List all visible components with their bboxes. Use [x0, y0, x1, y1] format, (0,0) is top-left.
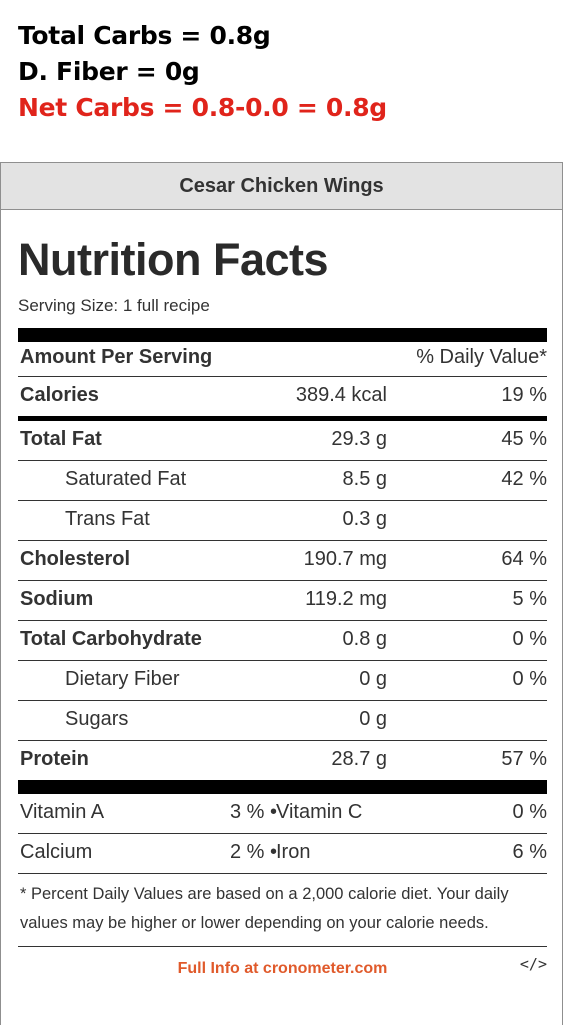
- nutrient-amount: 0 g: [359, 708, 387, 730]
- nutrient-row-cholesterol: Cholesterol 190.7 mg 64 %: [18, 541, 547, 581]
- label-footer: Full Info at cronometer.com </>: [18, 947, 547, 989]
- nutrient-amount: 389.4 kcal: [295, 384, 387, 406]
- nutrient-name: Cholesterol: [20, 548, 131, 570]
- nutrient-amount: 190.7 mg: [303, 548, 387, 570]
- nutrient-amount: 119.2 mg: [305, 588, 387, 610]
- total-carbs-text: Total Carbs = 0.8g: [18, 21, 271, 50]
- recipe-title: Cesar Chicken Wings: [1, 163, 562, 210]
- nutrition-label: Nutrition Facts Serving Size: 1 full rec…: [18, 211, 547, 989]
- vitamin-name: Vitamin C: [276, 801, 363, 823]
- vitamin-daily-value: 3 % •: [230, 801, 278, 823]
- nutrient-row-protein: Protein 28.7 g 57 %: [18, 741, 547, 780]
- nutrient-daily-value: 64 %: [501, 548, 547, 570]
- nutrient-amount: 0.3 g: [342, 508, 387, 530]
- thick-divider: [18, 328, 547, 342]
- nutrient-name: Calories: [20, 384, 99, 406]
- nutrient-daily-value: 57 %: [501, 748, 547, 770]
- nutrient-name: Saturated Fat: [65, 468, 187, 490]
- amount-per-serving-label: Amount Per Serving: [20, 346, 213, 368]
- vitamin-row: Calcium 2 % • Iron 6 %: [18, 834, 547, 874]
- nutrient-row-total-fat: Total Fat 29.3 g 45 %: [18, 421, 547, 461]
- daily-value-header: % Daily Value*: [416, 346, 547, 368]
- cronometer-link[interactable]: Full Info at cronometer.com: [177, 960, 388, 977]
- nutrient-daily-value: 19 %: [501, 384, 547, 406]
- nutrient-name: Total Carbohydrate: [20, 628, 202, 650]
- nutrient-amount: 0.8 g: [342, 628, 387, 650]
- nutrition-facts-title: Nutrition Facts: [18, 234, 329, 285]
- vitamin-row: Vitamin A 3 % • Vitamin C 0 %: [18, 794, 547, 834]
- net-carbs-text: Net Carbs = 0.8-0.0 = 0.8g: [18, 93, 387, 122]
- nutrient-row-sodium: Sodium 119.2 mg 5 %: [18, 581, 547, 621]
- vitamin-daily-value: 6 %: [512, 841, 547, 863]
- serving-size: Serving Size: 1 full recipe: [18, 296, 210, 315]
- nutrient-daily-value: 0 %: [512, 628, 547, 650]
- nutrient-amount: 8.5 g: [342, 468, 387, 490]
- nutrient-daily-value: 42 %: [501, 468, 547, 490]
- nutrient-name: Sodium: [20, 588, 94, 610]
- nutrient-daily-value: 0 %: [512, 668, 547, 690]
- vitamin-name: Iron: [276, 841, 311, 863]
- nutrient-name: Total Fat: [20, 428, 102, 450]
- nutrient-amount: 0 g: [359, 668, 387, 690]
- nutrient-name: Trans Fat: [65, 508, 150, 530]
- vitamin-name: Vitamin A: [20, 801, 105, 823]
- nutrient-row-trans-fat: Trans Fat 0.3 g: [18, 501, 547, 541]
- vitamin-daily-value: 2 % •: [230, 841, 278, 863]
- nutrient-amount: 28.7 g: [331, 748, 387, 770]
- thick-divider: [18, 780, 547, 794]
- fiber-text: D. Fiber = 0g: [18, 57, 200, 86]
- nutrient-daily-value: 5 %: [512, 588, 547, 610]
- nutrient-row-saturated-fat: Saturated Fat 8.5 g 42 %: [18, 461, 547, 501]
- nutrition-panel: Cesar Chicken Wings Nutrition Facts Serv…: [0, 162, 563, 1025]
- nutrient-amount: 29.3 g: [331, 428, 387, 450]
- vitamin-name: Calcium: [20, 841, 93, 863]
- daily-values-footnote: * Percent Daily Values are based on a 2,…: [18, 874, 547, 947]
- carb-summary: Total Carbs = 0.8g D. Fiber = 0g Net Car…: [18, 18, 387, 126]
- embed-code-icon[interactable]: </>: [519, 955, 547, 973]
- nutrient-row-calories: Calories 389.4 kcal 19 %: [18, 377, 547, 421]
- nutrient-row-sugars: Sugars 0 g: [18, 701, 547, 741]
- amount-per-serving-row: Amount Per Serving % Daily Value*: [18, 342, 547, 377]
- vitamin-daily-value: 0 %: [512, 801, 547, 823]
- nutrient-name: Protein: [20, 748, 89, 770]
- nutrient-row-dietary-fiber: Dietary Fiber 0 g 0 %: [18, 661, 547, 701]
- nutrient-name: Dietary Fiber: [65, 668, 180, 690]
- nutrient-daily-value: 45 %: [501, 428, 547, 450]
- nutrient-row-total-carbohydrate: Total Carbohydrate 0.8 g 0 %: [18, 621, 547, 661]
- nutrient-name: Sugars: [65, 708, 129, 730]
